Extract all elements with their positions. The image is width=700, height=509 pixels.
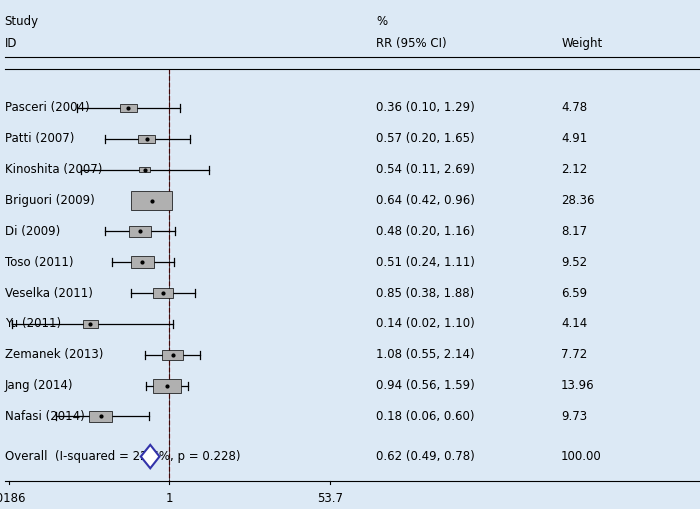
Text: 0.57 (0.20, 1.65): 0.57 (0.20, 1.65) bbox=[376, 132, 475, 145]
Text: 0.36 (0.10, 1.29): 0.36 (0.10, 1.29) bbox=[376, 101, 475, 115]
Text: Overall  (I-squared = 22.6%, p = 0.228): Overall (I-squared = 22.6%, p = 0.228) bbox=[5, 450, 240, 463]
Text: 53.7: 53.7 bbox=[316, 492, 343, 505]
Bar bbox=[131, 191, 172, 210]
Text: 7.72: 7.72 bbox=[561, 348, 587, 361]
Text: Jang (2014): Jang (2014) bbox=[5, 379, 73, 392]
Bar bbox=[131, 257, 154, 268]
Text: RR (95% CI): RR (95% CI) bbox=[376, 37, 447, 50]
Text: Weight: Weight bbox=[561, 37, 603, 50]
Text: Di (2009): Di (2009) bbox=[5, 225, 60, 238]
Text: 0.94 (0.56, 1.59): 0.94 (0.56, 1.59) bbox=[376, 379, 475, 392]
Text: 13.96: 13.96 bbox=[561, 379, 595, 392]
Text: .0186: .0186 bbox=[0, 492, 26, 505]
Text: 0.14 (0.02, 1.10): 0.14 (0.02, 1.10) bbox=[376, 318, 475, 330]
Text: Study: Study bbox=[5, 15, 38, 28]
Text: 1: 1 bbox=[166, 492, 173, 505]
Text: Yu (2011): Yu (2011) bbox=[5, 318, 61, 330]
Text: 9.73: 9.73 bbox=[561, 410, 587, 423]
Text: 0.85 (0.38, 1.88): 0.85 (0.38, 1.88) bbox=[376, 287, 474, 300]
Text: ID: ID bbox=[5, 37, 17, 50]
Text: Patti (2007): Patti (2007) bbox=[5, 132, 74, 145]
Text: 100.00: 100.00 bbox=[561, 450, 602, 463]
Bar bbox=[129, 226, 151, 237]
Text: 0.48 (0.20, 1.16): 0.48 (0.20, 1.16) bbox=[376, 225, 475, 238]
Bar bbox=[153, 379, 181, 392]
Text: 0.62 (0.49, 0.78): 0.62 (0.49, 0.78) bbox=[376, 450, 475, 463]
Text: 0.51 (0.24, 1.11): 0.51 (0.24, 1.11) bbox=[376, 256, 475, 269]
Bar bbox=[139, 167, 150, 173]
Text: 4.78: 4.78 bbox=[561, 101, 587, 115]
Bar bbox=[83, 320, 98, 328]
Text: 2.12: 2.12 bbox=[561, 163, 587, 176]
Polygon shape bbox=[141, 445, 160, 468]
Text: 8.17: 8.17 bbox=[561, 225, 587, 238]
Bar bbox=[139, 135, 155, 143]
Bar bbox=[89, 411, 113, 422]
Text: Briguori (2009): Briguori (2009) bbox=[5, 194, 95, 207]
Bar bbox=[162, 350, 183, 360]
Text: 0.18 (0.06, 0.60): 0.18 (0.06, 0.60) bbox=[376, 410, 475, 423]
Text: 6.59: 6.59 bbox=[561, 287, 587, 300]
Text: 9.52: 9.52 bbox=[561, 256, 587, 269]
Text: 4.14: 4.14 bbox=[561, 318, 587, 330]
Bar bbox=[120, 104, 136, 112]
Bar bbox=[153, 288, 173, 298]
Text: Veselka (2011): Veselka (2011) bbox=[5, 287, 92, 300]
Text: 4.91: 4.91 bbox=[561, 132, 587, 145]
Text: Nafasi (2014): Nafasi (2014) bbox=[5, 410, 85, 423]
Text: Pasceri (2004): Pasceri (2004) bbox=[5, 101, 90, 115]
Text: 28.36: 28.36 bbox=[561, 194, 594, 207]
Text: %: % bbox=[376, 15, 387, 28]
Text: Kinoshita (2007): Kinoshita (2007) bbox=[5, 163, 102, 176]
Text: 0.54 (0.11, 2.69): 0.54 (0.11, 2.69) bbox=[376, 163, 475, 176]
Text: Zemanek (2013): Zemanek (2013) bbox=[5, 348, 103, 361]
Text: Toso (2011): Toso (2011) bbox=[5, 256, 73, 269]
Text: 1.08 (0.55, 2.14): 1.08 (0.55, 2.14) bbox=[376, 348, 475, 361]
Text: 0.64 (0.42, 0.96): 0.64 (0.42, 0.96) bbox=[376, 194, 475, 207]
